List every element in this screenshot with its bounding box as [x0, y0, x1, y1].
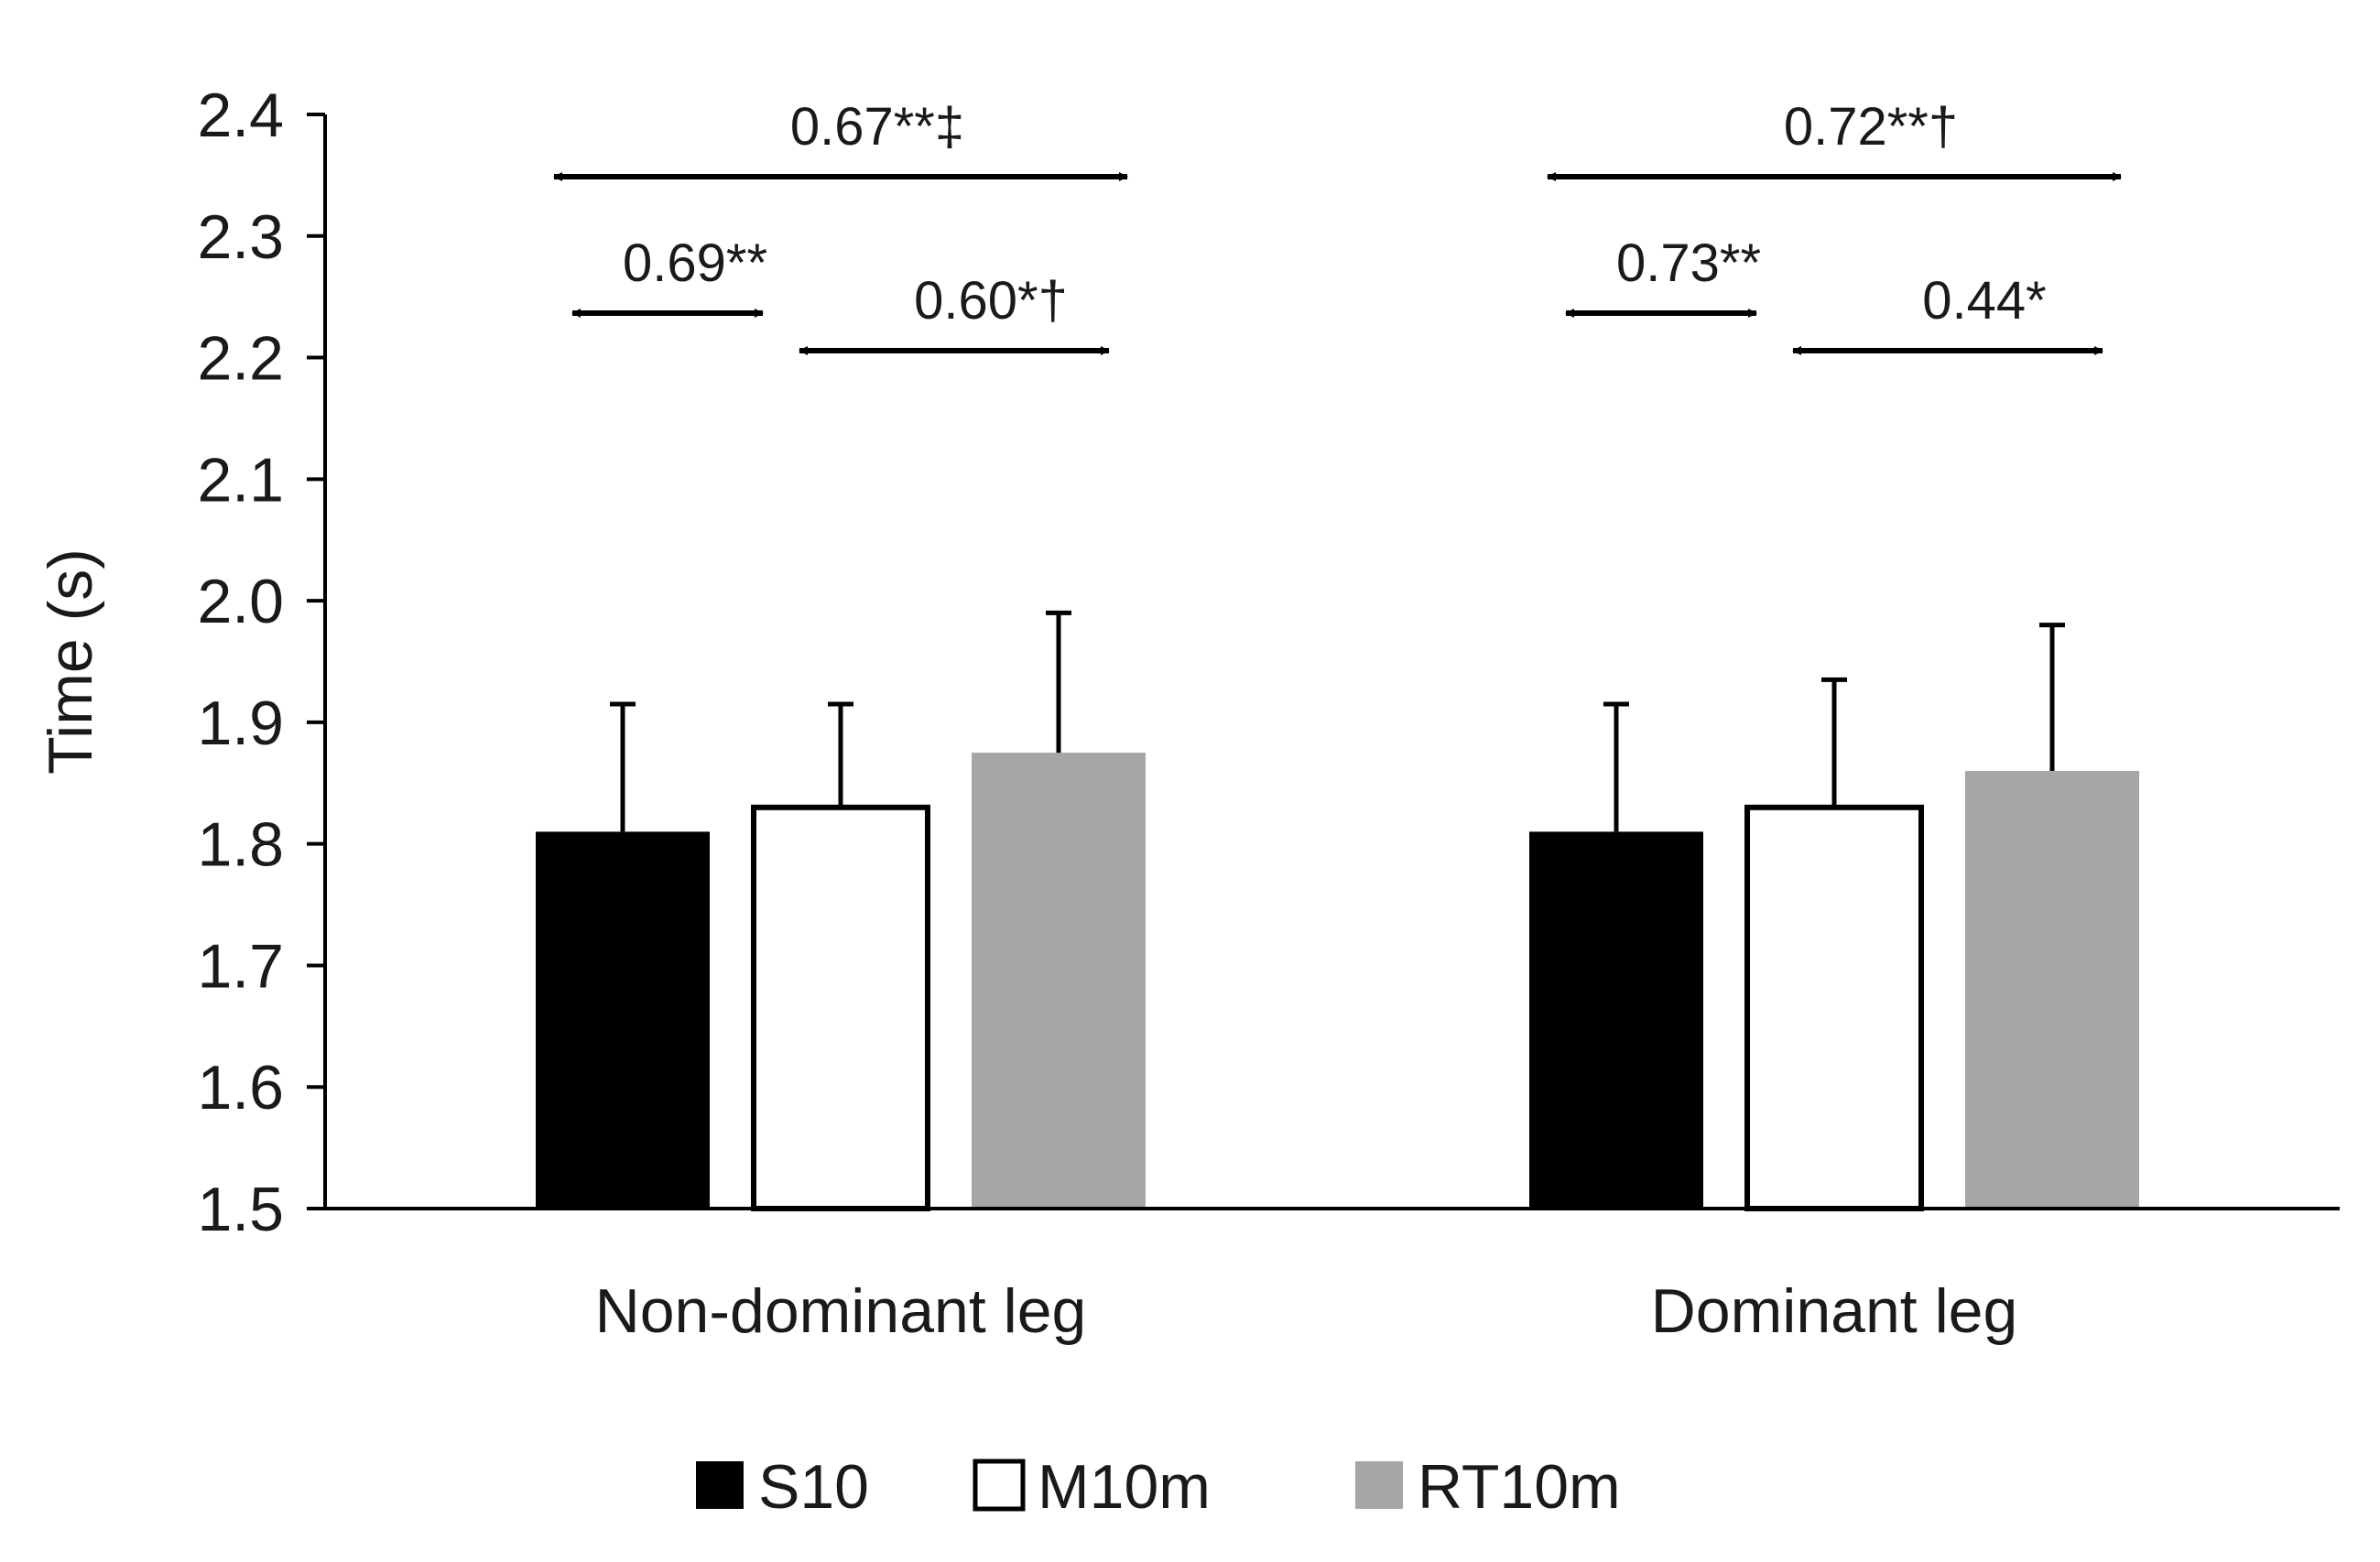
- y-axis-title: Time (s): [36, 548, 105, 775]
- legend: S10 M10m RT10m: [696, 1452, 1621, 1522]
- legend-label-rt10m: RT10m: [1418, 1452, 1621, 1522]
- comparison-label: 0.72**†: [1784, 97, 1958, 157]
- legend-label-m10m: M10m: [1038, 1452, 1211, 1522]
- category-label: Dominant leg: [1651, 1276, 2018, 1346]
- bar-rt10m: [1965, 771, 2139, 1209]
- y-tick-label: 2.2: [197, 324, 284, 394]
- error-bars-layer: [610, 610, 2065, 832]
- comparison-label: 0.73**: [1616, 233, 1761, 293]
- legend-swatch-m10m: [973, 1459, 1026, 1512]
- legend-swatch-s10: [696, 1461, 744, 1509]
- y-tick-label: 1.9: [197, 689, 284, 758]
- y-tick-label: 2.3: [197, 202, 284, 272]
- comparison-label: 0.60*†: [914, 271, 1068, 331]
- bar-rt10m: [972, 753, 1146, 1209]
- y-tick-label: 1.5: [197, 1175, 284, 1244]
- legend-swatch-rt10m: [1355, 1461, 1403, 1509]
- annotations-layer: 0.67**‡ 0.69** 0.60*† 0.72**† 0.73** 0.44*: [553, 97, 2122, 355]
- bar-m10m: [751, 804, 930, 1211]
- bar-m10m: [1744, 804, 1924, 1211]
- y-tick-label: 1.7: [197, 931, 284, 1001]
- comparison-label: 0.67**‡: [790, 97, 964, 157]
- y-tick-label: 2.4: [197, 81, 284, 150]
- y-axis: 1.5 1.6 1.7 1.8 1.9 2.0 2.1 2.2 2.3 2.4 Time (s): [36, 81, 2340, 1244]
- comparison-label: 0.69**: [623, 233, 767, 293]
- category-labels: Non-dominant leg Dominant leg: [595, 1276, 2018, 1346]
- bar-s10: [1529, 831, 1703, 1209]
- y-tick-label: 2.1: [197, 445, 284, 515]
- legend-label-s10: S10: [758, 1452, 869, 1522]
- y-tick-label: 2.0: [197, 567, 284, 636]
- bar-s10: [536, 831, 710, 1209]
- comparison-label: 0.44*: [1922, 271, 2046, 331]
- y-tick-label: 1.6: [197, 1053, 284, 1123]
- category-label: Non-dominant leg: [595, 1276, 1087, 1346]
- y-tick-label: 1.8: [197, 810, 284, 880]
- bars-layer: [536, 753, 2139, 1211]
